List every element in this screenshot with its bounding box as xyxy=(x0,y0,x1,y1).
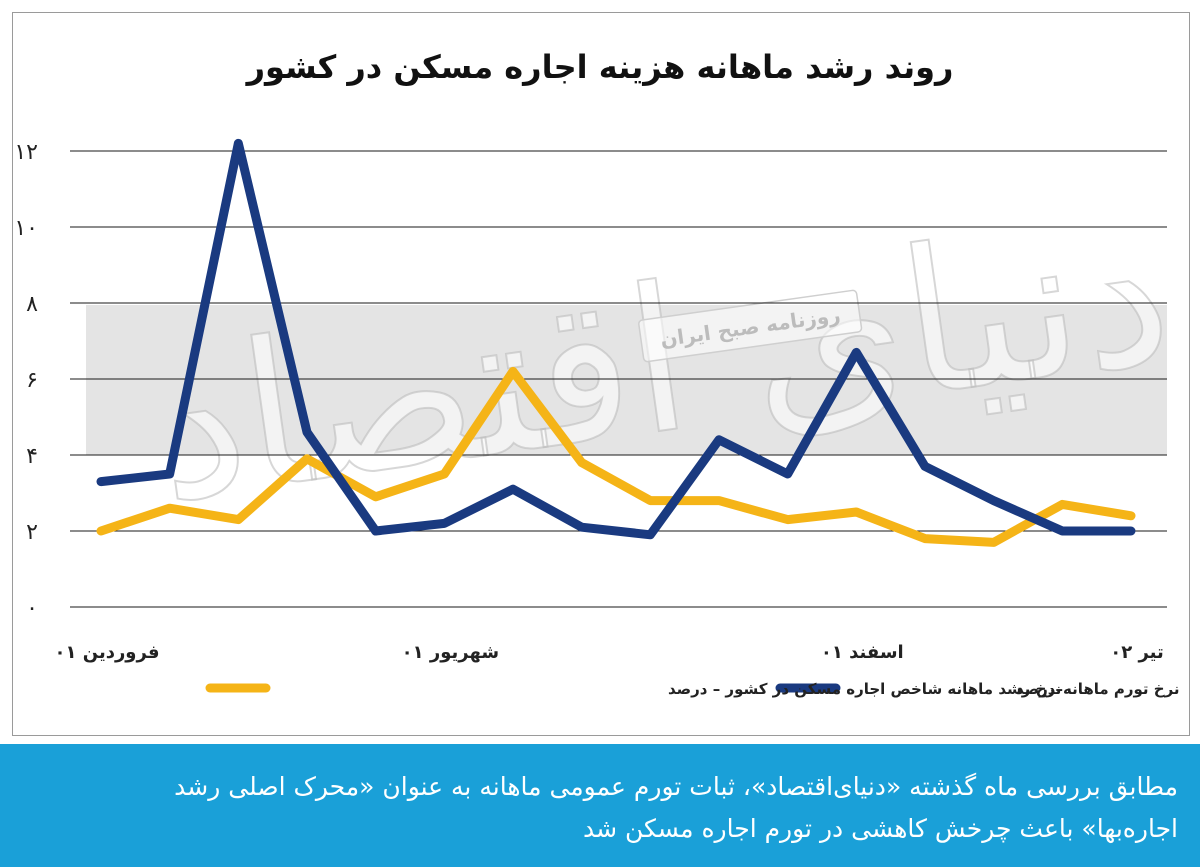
data-point-rent xyxy=(648,498,653,503)
x-tick-label: اسفند ۰۱ xyxy=(821,642,904,663)
data-point-rent xyxy=(717,498,721,503)
y-tick-label: ۸ xyxy=(26,292,38,317)
data-point-rent xyxy=(373,494,378,499)
data-point-inflation xyxy=(305,430,309,435)
data-point-rent xyxy=(167,506,172,511)
caption-banner: مطابق بررسی ماه گذشته «دنیای‌اقتصاد»، ثب… xyxy=(0,744,1200,867)
line-chart: دنیای اقتصاد روزنامه صبح ایران ۰۲۴۶۸۱۰۱۲… xyxy=(14,138,1184,698)
data-point-rent xyxy=(991,540,996,545)
legend-label-inflation: نرخ تورم ماهانه–درصد xyxy=(1016,680,1180,698)
data-point-rent xyxy=(923,536,927,541)
data-point-rent xyxy=(1060,502,1065,507)
x-tick-label: تیر ۰۲ xyxy=(1110,642,1164,663)
watermark-band xyxy=(86,305,1167,455)
data-point-inflation xyxy=(579,525,584,530)
data-point-rent xyxy=(442,472,447,476)
data-point-inflation xyxy=(236,141,241,146)
y-tick-label: ۱۰ xyxy=(14,216,38,241)
series-line-rent xyxy=(96,366,1136,547)
caption-line-1: مطابق بررسی ماه گذشته «دنیای‌اقتصاد»، ثب… xyxy=(174,772,1178,801)
data-point-inflation xyxy=(991,498,996,503)
data-point-inflation xyxy=(373,529,378,533)
caption-line-2: اجاره‌بها» باعث چرخش کاهشی در تورم اجاره… xyxy=(582,814,1178,843)
data-point-inflation xyxy=(1060,529,1065,533)
data-point-rent xyxy=(99,529,103,533)
data-point-inflation xyxy=(854,350,859,355)
chart-title: روند رشد ماهانه هزینه اجاره مسکن در کشور xyxy=(246,48,954,86)
data-point-rent xyxy=(579,460,584,465)
data-point-rent xyxy=(785,517,790,522)
data-point-inflation xyxy=(648,532,653,537)
x-axis-ticks: فروردین ۰۱ شهریور ۰۱ اسفند ۰۱ تیر ۰۲ xyxy=(55,642,1164,663)
data-point-inflation xyxy=(1129,529,1133,533)
x-tick-label: فروردین ۰۱ xyxy=(55,642,160,663)
watermark-text: دنیای اقتصاد xyxy=(140,175,1184,548)
legend-item-inflation: نرخ تورم ماهانه–درصد xyxy=(775,680,1180,698)
y-tick-label: ۴ xyxy=(26,444,38,469)
series-line-inflation xyxy=(96,138,1136,540)
legend-label-rent: نرخ رشد ماهانه شاخص اجاره مسکن در کشور –… xyxy=(668,680,1061,698)
data-point-rent xyxy=(1129,513,1133,518)
data-point-inflation xyxy=(442,521,447,526)
data-point-rent xyxy=(236,517,241,522)
x-tick-label: شهریور ۰۱ xyxy=(402,642,499,663)
data-point-rent xyxy=(305,456,309,461)
data-point-rent xyxy=(854,510,859,514)
y-tick-label: ۱۲ xyxy=(14,140,38,165)
y-tick-label: ۰ xyxy=(26,596,38,621)
series-layer xyxy=(96,138,1136,547)
y-tick-label: ۲ xyxy=(26,520,38,545)
data-point-inflation xyxy=(167,472,172,476)
data-point-inflation xyxy=(785,472,790,476)
y-axis-ticks: ۰ ۲ ۴ ۶ ۸ ۱۰ ۱۲ xyxy=(14,140,38,621)
legend: نرخ تورم ماهانه–درصد نرخ رشد ماهانه شاخص… xyxy=(205,680,1180,698)
data-point-inflation xyxy=(923,464,927,469)
data-point-inflation xyxy=(99,479,103,484)
data-point-inflation xyxy=(717,437,721,442)
y-tick-label: ۶ xyxy=(26,368,38,393)
data-point-inflation xyxy=(511,487,515,492)
legend-item-rent: نرخ رشد ماهانه شاخص اجاره مسکن در کشور –… xyxy=(205,680,1061,698)
grid-lines xyxy=(70,150,1167,608)
data-point-rent xyxy=(511,369,515,374)
